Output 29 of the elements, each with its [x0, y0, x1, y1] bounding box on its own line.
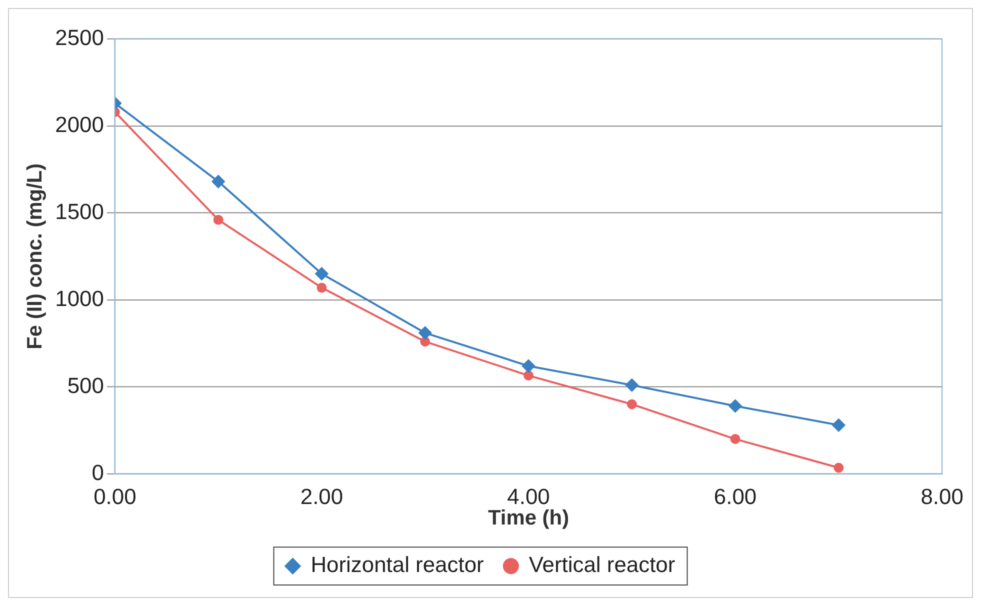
point [834, 462, 844, 473]
y-tick-label: 2500 [55, 24, 104, 50]
point [730, 434, 740, 444]
y-tick-label: 1000 [55, 286, 104, 311]
y-axis-title: Fe (II) conc. (mg/L) [23, 163, 46, 350]
point [626, 399, 637, 410]
x-tick-label: 8.00 [920, 484, 964, 509]
x-tick-label: 6.00 [714, 484, 757, 509]
x-tick-label: 4.00 [507, 484, 550, 509]
point [728, 399, 742, 412]
y-tick-label: 2000 [55, 112, 104, 137]
point [212, 175, 225, 188]
point [420, 336, 430, 347]
point [213, 214, 224, 225]
point [315, 267, 328, 280]
x-tick-label: 0.00 [94, 484, 136, 509]
point [524, 370, 534, 381]
y-tick-label: 1500 [55, 198, 104, 224]
point [418, 326, 432, 340]
point [522, 359, 535, 372]
x-axis-title: Time (h) [488, 506, 570, 530]
y-tick-label: 0 [92, 460, 104, 485]
legend-label: Horizontal reactor [310, 552, 484, 578]
point [625, 378, 638, 392]
x-tick-label: 2.00 [300, 484, 344, 509]
point [832, 418, 846, 432]
point [316, 282, 327, 293]
legend-label: Vertical reactor [528, 552, 676, 578]
y-tick-label: 500 [67, 372, 104, 398]
